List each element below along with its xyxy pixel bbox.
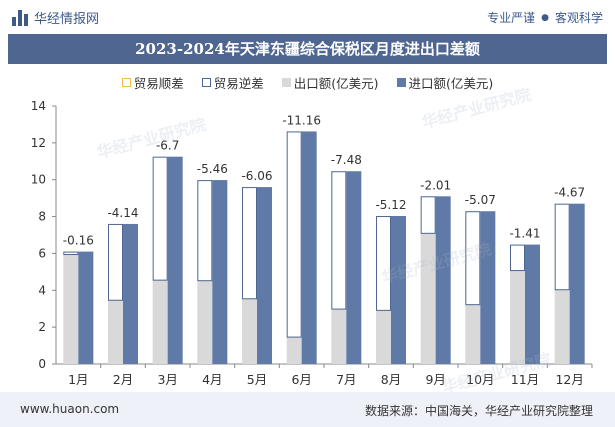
x-tick-label: 12月 [555,372,583,387]
deficit-bar [63,251,79,256]
legend-item-trade-surplus[interactable]: 贸易顺差 [121,72,184,92]
bar-chart-logo-icon [12,9,28,26]
deficit-bar [465,211,481,306]
brand-name: 华经情报网 [34,12,100,27]
data-label: -2.01 [420,178,451,192]
x-tick-label: 3月 [157,372,177,387]
y-tick-label: 6 [38,246,46,260]
data-label: -5.46 [197,162,228,176]
export-bar [197,280,213,364]
chart-title: 2023-2024年天津东疆综合保税区月度进出口差额 [135,40,480,58]
x-tick-label: 8月 [381,372,401,387]
legend-swatch-import [396,77,406,87]
data-label: -4.67 [554,186,585,200]
x-tick-label: 10月 [466,372,494,387]
data-label: -1.41 [509,227,540,241]
y-tick-label: 10 [31,173,46,187]
top-bar: 华经情报网 专业严谨 ● 客观科学 [0,0,615,34]
x-tick-label: 5月 [247,372,267,387]
data-label: -4.14 [107,206,138,220]
x-tick-label: 2月 [113,372,133,387]
x-tick-label: 4月 [202,372,222,387]
export-bar [331,309,347,364]
chart-plot: 0 2 4 6 8 10 12 14 -0.16 1月 -4.14 2月 -6.7 3月 -5.46 4月 -6… [31,99,593,387]
deficit-bar [420,196,436,234]
export-bar [152,280,168,364]
import-bar [257,187,272,364]
legend-label: 进口额(亿美元) [408,75,494,91]
legend-item-import[interactable]: 进口额(亿美元) [396,72,494,92]
data-source: 数据来源：中国海关，华经产业研究院整理 [364,404,593,418]
y-tick-label: 4 [38,283,46,297]
x-tick-label: 11月 [511,372,539,387]
data-label: -5.12 [375,198,406,212]
export-bar [108,300,123,364]
deficit-bar [242,187,257,300]
import-bar [301,131,317,364]
data-label: -6.7 [156,139,179,153]
import-bar [525,244,540,364]
y-tick-label: 0 [38,357,46,371]
site-url[interactable]: www.huaon.com [20,402,120,416]
dot-separator-icon: ● [541,12,549,23]
import-bar [212,180,228,364]
legend-swatch-export [281,77,291,87]
x-tick-label: 7月 [336,372,356,387]
tagline-1: 专业严谨 [487,11,536,25]
legend-swatch-deficit [201,77,211,87]
y-tick-label: 14 [31,99,46,113]
deficit-bar [554,203,570,291]
export-bar [63,254,79,364]
import-bar [435,196,451,364]
y-tick-label: 8 [38,210,46,224]
legend-label: 贸易顺差 [133,75,184,91]
deficit-bar [152,156,168,281]
legend-label: 出口额(亿美元) [293,75,379,91]
deficit-bar [331,171,347,310]
export-bar [286,337,302,364]
export-bar [554,289,570,364]
data-label: -5.07 [465,193,496,207]
export-bar [510,270,525,364]
deficit-bar [197,180,213,282]
legend-label: 贸易逆差 [213,75,264,91]
brand[interactable]: 华经情报网 [12,8,99,27]
chart-legend: 贸易顺差 贸易逆差 出口额(亿美元) 进口额(亿美元) [0,72,615,92]
import-bar [346,171,362,364]
legend-item-export[interactable]: 出口额(亿美元) [281,72,379,92]
import-bar [391,216,406,364]
y-tick-label: 2 [38,320,46,334]
import-bar [480,211,496,364]
data-label: -6.06 [241,169,272,183]
export-bar [465,304,481,364]
deficit-bar [108,223,123,301]
tagline: 专业严谨 ● 客观科学 [487,9,603,26]
export-bar [420,233,436,364]
title-bar: 2023-2024年天津东疆综合保税区月度进出口差额 [8,34,607,64]
export-bar [376,310,391,364]
import-bar [78,251,94,364]
import-bar [123,223,138,364]
x-tick-label: 1月 [68,372,88,387]
y-tick-label: 12 [31,136,46,150]
deficit-bar [286,131,302,338]
import-bar [167,156,183,364]
legend-swatch-surplus [121,77,131,87]
x-tick-label: 9月 [425,372,445,387]
x-tick-label: 6月 [291,372,311,387]
data-label: -0.16 [63,234,94,248]
data-label: -11.16 [282,113,321,127]
footer: www.huaon.com 数据来源：中国海关，华经产业研究院整理 [0,392,615,427]
deficit-bar [510,244,525,272]
data-label: -7.48 [331,153,362,167]
import-bar [569,203,585,364]
export-bar [242,298,257,364]
deficit-bar [376,216,391,311]
legend-item-trade-deficit[interactable]: 贸易逆差 [201,72,264,92]
tagline-2: 客观科学 [554,11,603,25]
